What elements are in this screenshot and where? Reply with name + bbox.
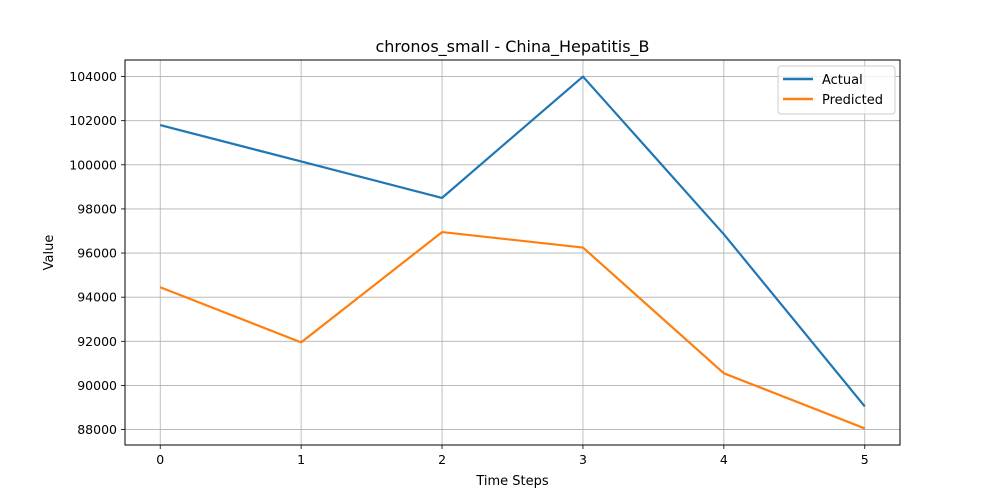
legend-label-predicted: Predicted — [822, 93, 883, 108]
legend-label-actual: Actual — [822, 73, 863, 88]
x-tick-label: 0 — [156, 452, 164, 467]
y-tick-label: 88000 — [77, 422, 117, 437]
x-tick-label: 2 — [438, 452, 446, 467]
legend: Actual Predicted — [777, 65, 896, 115]
series-lines — [159, 75, 866, 430]
y-tick-label: 98000 — [77, 201, 117, 216]
series-line-predicted — [159, 230, 866, 430]
y-axis-ticks: 88000 90000 92000 94000 96000 98000 100000 1020… — [69, 69, 125, 437]
x-tick-label: 5 — [861, 452, 869, 467]
chart-title: chronos_small - China_Hepatitis_B — [375, 37, 649, 57]
y-tick-label: 94000 — [77, 290, 117, 305]
y-tick-label: 96000 — [77, 246, 117, 261]
series-line-actual — [159, 75, 866, 408]
x-axis-ticks: 0 1 2 3 4 5 — [156, 445, 869, 467]
grid-lines — [125, 60, 900, 445]
y-axis-label: Value — [42, 235, 57, 271]
y-tick-label: 104000 — [69, 69, 117, 84]
y-tick-label: 90000 — [77, 378, 117, 393]
y-tick-label: 92000 — [77, 334, 117, 349]
y-tick-label: 102000 — [69, 113, 117, 128]
x-tick-label: 3 — [579, 452, 587, 467]
y-tick-label: 100000 — [69, 157, 117, 172]
x-axis-label: Time Steps — [475, 474, 549, 489]
x-tick-label: 1 — [297, 452, 305, 467]
plot-area-frame — [124, 59, 901, 446]
x-tick-label: 4 — [720, 452, 728, 467]
